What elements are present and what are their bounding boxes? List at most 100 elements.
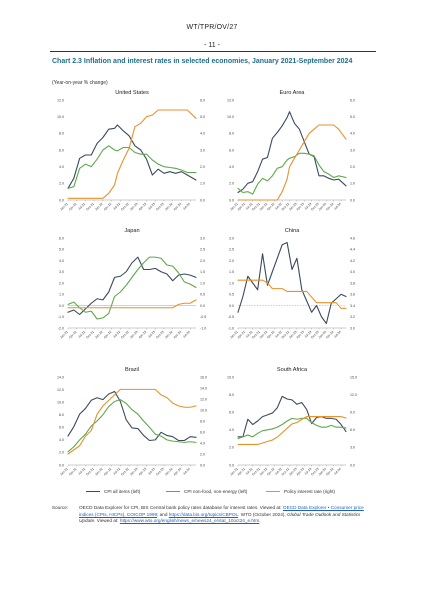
panel-title: Euro Area xyxy=(280,90,306,96)
right-tick-label: 12.0 xyxy=(200,397,207,401)
x-tick-label: Oct-22 xyxy=(281,467,291,477)
x-tick-label: Oct-23 xyxy=(155,202,165,212)
x-tick-label: Apr-24 xyxy=(325,202,335,212)
right-tick-label: 3.8 xyxy=(350,281,355,285)
x-tick-label: Jan-22 xyxy=(258,330,268,340)
left-tick-label: 3.0 xyxy=(229,236,234,240)
x-tick-label: Jan-24 xyxy=(164,330,174,340)
x-tick-label: Jul-22 xyxy=(274,467,283,476)
x-tick-label: Jan-21 xyxy=(59,330,69,340)
right-tick-label: 1.0 xyxy=(200,281,205,285)
x-tick-label: Jul-22 xyxy=(112,467,121,476)
legend-label-cpi-core: CPI non-food, non-energy (left) xyxy=(184,489,248,494)
x-tick-label: Jul-23 xyxy=(303,202,312,211)
left-tick-label: 14.0 xyxy=(57,375,64,379)
legend-item-policy: Policy interest rate (right) xyxy=(266,489,335,494)
chart-panel-united-states: United States 0.0 2.0 4.0 6.0 8.0 10.0 12.0 0.0 1… xyxy=(57,90,205,212)
x-tick-label: Jan-24 xyxy=(317,202,327,212)
panel-title: United States xyxy=(115,90,149,96)
x-tick-label: Jul-24 xyxy=(333,202,342,211)
x-tick-label: Oct-22 xyxy=(120,467,130,477)
left-tick-label: -0.5 xyxy=(228,315,234,319)
right-tick-label: 0.0 xyxy=(200,463,205,467)
x-tick-label: Jan-22 xyxy=(94,330,104,340)
left-tick-label: 10.0 xyxy=(227,375,234,379)
x-tick-label: Apr-21 xyxy=(68,467,78,477)
series-line-cpi-non-food-non-energy-left xyxy=(67,399,197,453)
page-number: - 11 - xyxy=(204,42,220,49)
x-tick-label: Jan-22 xyxy=(258,202,268,212)
right-tick-label: 10.0 xyxy=(200,408,207,412)
left-tick-label: 12.0 xyxy=(57,98,64,102)
x-tick-label: Oct-23 xyxy=(155,467,165,477)
x-tick-label: Jul-24 xyxy=(182,467,191,476)
series-line-policy-interest-rate-right xyxy=(67,388,197,455)
x-tick-label: Jan-24 xyxy=(317,467,327,477)
right-tick-label: -1.0 xyxy=(200,326,206,330)
left-tick-label: 0.0 xyxy=(59,198,64,202)
source-text: OECD Data Explorer for CPI, BIS Central … xyxy=(79,505,377,525)
left-tick-label: 8.0 xyxy=(59,132,64,136)
left-tick-label: 10.0 xyxy=(227,115,234,119)
right-tick-label: 16.0 xyxy=(200,375,207,379)
left-tick-label: 8.0 xyxy=(229,132,234,136)
x-tick-label: Jul-23 xyxy=(147,202,156,211)
panel-title: Brazil xyxy=(125,367,139,373)
right-tick-label: 2.0 xyxy=(200,165,205,169)
legend-swatch-cpi-all xyxy=(86,491,100,492)
right-tick-label: -0.5 xyxy=(200,315,206,319)
legend-label-policy: Policy interest rate (right) xyxy=(284,489,336,494)
source-fragment: . Viewed at: xyxy=(94,518,120,524)
source-link[interactable]: OECD Data Explorer • Consumer price indi… xyxy=(79,505,364,517)
left-tick-label: 12.0 xyxy=(227,98,234,102)
x-tick-label: Jul-23 xyxy=(303,330,312,339)
source-link[interactable]: https://data.bis.org/topics/CBPOL xyxy=(168,511,239,517)
series-line-policy-interest-rate-right xyxy=(237,279,347,309)
series-line-policy-interest-rate-right xyxy=(67,299,197,309)
x-tick-label: Apr-21 xyxy=(236,467,246,477)
left-tick-label: 0.0 xyxy=(229,198,234,202)
left-tick-label: 0.5 xyxy=(229,293,234,297)
left-tick-label: 2.0 xyxy=(229,259,234,263)
x-tick-label: Apr-23 xyxy=(138,467,148,477)
x-tick-label: Jan-23 xyxy=(129,202,139,212)
series-line-cpi-all-items-left xyxy=(67,256,197,316)
x-tick-label: Jan-24 xyxy=(164,202,174,212)
header-rule xyxy=(50,51,376,52)
x-tick-label: Apr-21 xyxy=(236,330,246,340)
x-tick-label: Oct-23 xyxy=(310,467,320,477)
left-tick-label: -1.0 xyxy=(228,326,234,330)
left-tick-label: 8.0 xyxy=(229,393,234,397)
right-tick-label: 3.4 xyxy=(350,304,355,308)
series-line-cpi-non-food-non-energy-left xyxy=(237,417,347,440)
series-line-cpi-non-food-non-energy-left xyxy=(237,152,347,195)
x-tick-label: Apr-23 xyxy=(138,202,148,212)
right-tick-label: 15.0 xyxy=(350,375,357,379)
x-tick-label: Jan-23 xyxy=(129,330,139,340)
x-tick-label: Jul-21 xyxy=(244,330,253,339)
left-tick-label: 1.5 xyxy=(229,270,234,274)
x-tick-label: Jan-24 xyxy=(164,467,174,477)
x-tick-label: Jul-24 xyxy=(182,330,191,339)
left-tick-label: 0.0 xyxy=(59,463,64,467)
right-tick-label: 2.0 xyxy=(200,452,205,456)
x-tick-label: Apr-23 xyxy=(138,330,148,340)
right-tick-label: 5.0 xyxy=(350,115,355,119)
x-tick-label: Apr-22 xyxy=(103,467,113,477)
x-tick-label: Apr-22 xyxy=(266,467,276,477)
x-tick-label: Jan-22 xyxy=(94,467,104,477)
chart-panel-japan: Japan -2.0 -1.0 0.0 1.0 2.0 3.0 4.0 5.0 6.0 -1.0 -0… xyxy=(58,228,206,340)
x-tick-label: Jul-22 xyxy=(112,330,121,339)
right-tick-label: 4.0 xyxy=(200,132,205,136)
x-tick-label: Apr-24 xyxy=(173,330,183,340)
left-tick-label: -1.0 xyxy=(58,315,64,319)
x-tick-label: Oct-21 xyxy=(85,202,95,212)
x-tick-label: Jan-23 xyxy=(288,202,298,212)
right-tick-label: 8.0 xyxy=(200,419,205,423)
left-tick-label: 5.0 xyxy=(59,248,64,252)
left-tick-label: 4.0 xyxy=(59,259,64,263)
source-link[interactable]: https://www.wto.org/english/news_e/news2… xyxy=(119,518,260,524)
left-tick-label: 10.0 xyxy=(57,115,64,119)
left-tick-label: 2.5 xyxy=(229,248,234,252)
